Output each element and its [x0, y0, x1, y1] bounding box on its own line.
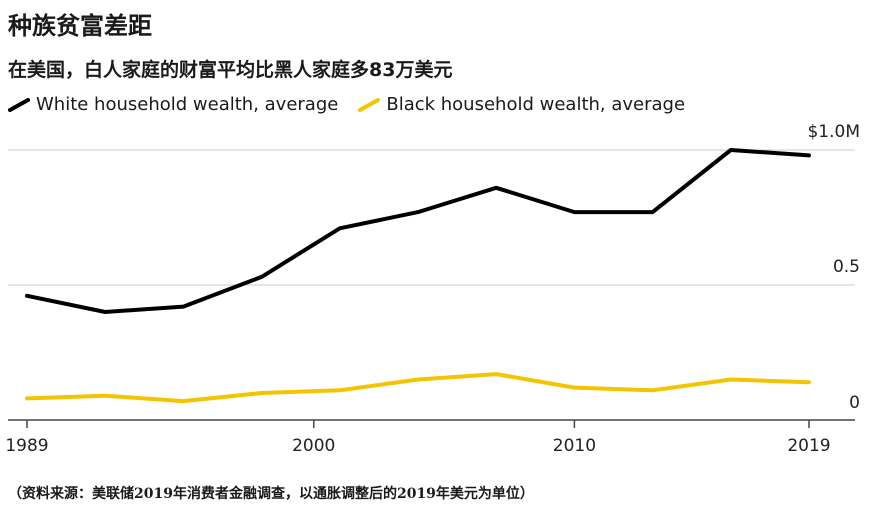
- legend-swatch-white: [8, 97, 30, 112]
- y-tick-label-1: 0.5: [833, 257, 860, 277]
- chart-title: 种族贫富差距: [8, 12, 152, 40]
- x-tick-label-1: 2000: [292, 436, 335, 456]
- y-tick-label-0: 0: [849, 393, 860, 413]
- legend-swatch-black: [358, 97, 381, 112]
- line-chart: 0 0.5 $1.0M 1989 2000 2010 2019: [5, 122, 860, 456]
- x-tick-label-0: 1989: [5, 436, 48, 456]
- legend-item-black: Black household wealth, average: [358, 94, 685, 115]
- legend-item-white: White household wealth, average: [8, 94, 338, 115]
- x-tick-label-2: 2010: [553, 436, 596, 456]
- series-line-white-household: [25, 148, 811, 314]
- chart-legend: White household wealth, average Black ho…: [8, 94, 705, 115]
- y-tick-label-2: $1.0M: [807, 122, 860, 142]
- x-tick-label-3: 2019: [787, 436, 830, 456]
- source-note: （资料来源：美联储2019年消费者金融调查，以通胀调整后的2019年美元为单位）: [8, 486, 534, 502]
- chart-subtitle: 在美国，白人家庭的财富平均比黑人家庭多83万美元: [8, 59, 453, 81]
- legend-label-white: White household wealth, average: [36, 94, 339, 115]
- series-line-black-household: [25, 372, 811, 404]
- legend-label-black: Black household wealth, average: [386, 94, 686, 115]
